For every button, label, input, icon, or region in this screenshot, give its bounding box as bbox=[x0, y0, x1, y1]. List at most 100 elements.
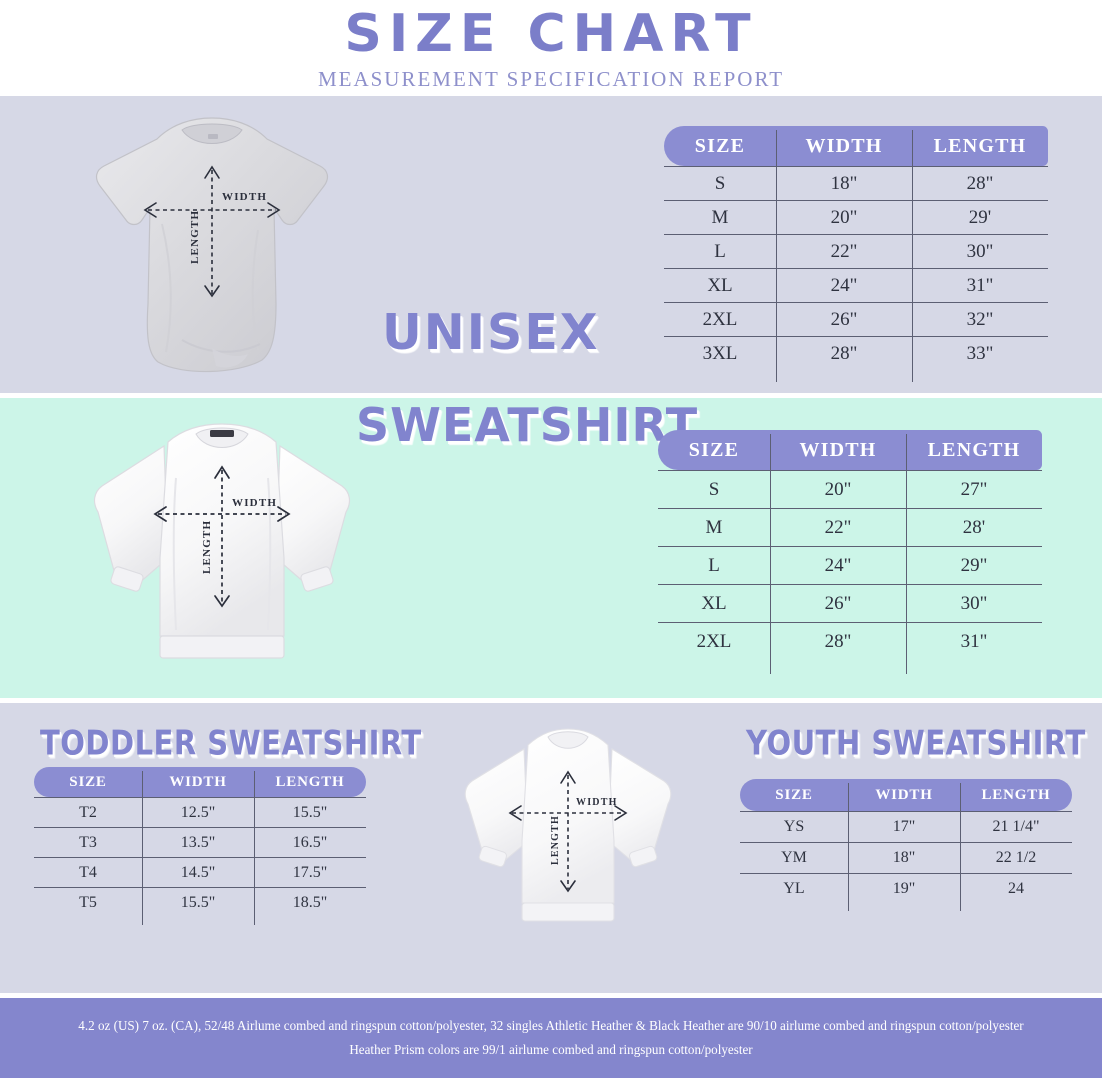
kids-sweatshirt-illustration: WIDTH LENGTH bbox=[448, 717, 688, 947]
table-header-row: SIZE WIDTH LENGTH bbox=[34, 767, 366, 797]
cell-size: T4 bbox=[79, 863, 97, 881]
page-header: SIZE CHART MEASUREMENT SPECIFICATION REP… bbox=[0, 0, 1102, 96]
cell-size: 2XL bbox=[702, 308, 738, 330]
cell-width: 20" bbox=[824, 478, 852, 500]
tshirt-illustration: WIDTH LENGTH bbox=[62, 104, 362, 384]
footer-disclaimer: 4.2 oz (US) 7 oz. (CA), 52/48 Airlume co… bbox=[0, 998, 1102, 1078]
cell-size: YS bbox=[783, 818, 805, 835]
cell-length: 24 bbox=[1008, 880, 1024, 897]
cell-length: 28' bbox=[962, 516, 986, 538]
sweatshirt-illustration: WIDTH LENGTH bbox=[72, 408, 372, 688]
cell-width: 22" bbox=[830, 240, 858, 262]
cell-size: XL bbox=[701, 592, 727, 614]
cell-width: 24" bbox=[824, 554, 852, 576]
column-header-width: WIDTH bbox=[805, 134, 883, 157]
table-header-row: SIZE WIDTH LENGTH bbox=[740, 779, 1072, 811]
column-header-width: WIDTH bbox=[169, 773, 227, 790]
sweatshirt-width-label: WIDTH bbox=[232, 497, 277, 509]
tshirt-width-label: WIDTH bbox=[222, 191, 267, 203]
cell-length: 31" bbox=[960, 630, 988, 652]
cell-length: 16.5" bbox=[292, 833, 328, 851]
cell-length: 27" bbox=[960, 478, 988, 500]
column-header-size: SIZE bbox=[694, 134, 746, 157]
section-sweatshirt: WIDTH LENGTH SWEATSHIRT SIZE WIDTH LENGT… bbox=[0, 398, 1102, 698]
band-divider bbox=[0, 393, 1102, 398]
band-divider bbox=[0, 993, 1102, 998]
section-title-unisex: UNISEX bbox=[382, 304, 600, 361]
column-header-width: WIDTH bbox=[875, 786, 933, 803]
section-unisex: WIDTH LENGTH UNISEX SIZE WIDTH LENGTH S … bbox=[0, 96, 1102, 393]
table-row: YM 18" 22 1/2 bbox=[740, 842, 1072, 873]
tshirt-length-label: LENGTH bbox=[189, 210, 201, 264]
table-row: T5 15.5" 18.5" bbox=[34, 887, 366, 917]
band-divider bbox=[0, 698, 1102, 703]
table-row: XL 26" 30" bbox=[658, 584, 1042, 622]
table-row: M 22" 28' bbox=[658, 508, 1042, 546]
cell-size: M bbox=[711, 206, 729, 228]
cell-size: T5 bbox=[79, 893, 97, 911]
table-header-row: SIZE WIDTH LENGTH bbox=[664, 126, 1048, 166]
cell-length: 32" bbox=[966, 308, 994, 330]
cell-length: 33" bbox=[966, 342, 994, 364]
table-row: M 20" 29' bbox=[664, 200, 1048, 234]
kids-width-label: WIDTH bbox=[576, 797, 618, 808]
page-subtitle: MEASUREMENT SPECIFICATION REPORT bbox=[317, 67, 785, 91]
cell-width: 13.5" bbox=[180, 833, 216, 851]
table-row: T3 13.5" 16.5" bbox=[34, 827, 366, 857]
column-header-size: SIZE bbox=[688, 438, 740, 461]
cell-size: S bbox=[708, 478, 720, 500]
table-unisex: SIZE WIDTH LENGTH S 18" 28" M 20" 29' L … bbox=[664, 126, 1048, 382]
cell-width: 22" bbox=[824, 516, 852, 538]
cell-size: S bbox=[714, 172, 726, 194]
table-row: 2XL 28" 31" bbox=[658, 622, 1042, 660]
footer-text: 4.2 oz (US) 7 oz. (CA), 52/48 Airlume co… bbox=[78, 1018, 1024, 1057]
cell-width: 12.5" bbox=[180, 803, 216, 821]
table-header-row: SIZE WIDTH LENGTH bbox=[658, 430, 1042, 470]
cell-width: 14.5" bbox=[180, 863, 216, 881]
table-youth: SIZE WIDTH LENGTH YS 17" 21 1/4" YM 18" … bbox=[740, 779, 1072, 911]
cell-width: 15.5" bbox=[180, 893, 216, 911]
cell-width: 19" bbox=[892, 880, 916, 897]
cell-width: 18" bbox=[892, 849, 916, 866]
cell-size: T3 bbox=[79, 833, 97, 851]
table-row: L 24" 29" bbox=[658, 546, 1042, 584]
table-row: L 22" 30" bbox=[664, 234, 1048, 268]
table-row: XL 24" 31" bbox=[664, 268, 1048, 302]
table-sweatshirt: SIZE WIDTH LENGTH S 20" 27" M 22" 28' L … bbox=[658, 430, 1042, 674]
cell-length: 28" bbox=[966, 172, 994, 194]
cell-length: 22 1/2 bbox=[995, 849, 1037, 866]
cell-width: 26" bbox=[824, 592, 852, 614]
cell-length: 18.5" bbox=[292, 893, 328, 911]
section-kids: TODDLER SWEATSHIRT SIZE WIDTH LENGTH T2 … bbox=[0, 703, 1102, 993]
column-header-width: WIDTH bbox=[799, 438, 877, 461]
cell-length: 21 1/4" bbox=[992, 818, 1040, 835]
column-header-size: SIZE bbox=[69, 773, 107, 790]
table-row: YL 19" 24 bbox=[740, 873, 1072, 904]
cell-width: 26" bbox=[830, 308, 858, 330]
cell-size: L bbox=[714, 240, 726, 262]
column-header-length: LENGTH bbox=[933, 134, 1027, 157]
section-title-toddler: TODDLER SWEATSHIRT bbox=[40, 722, 422, 763]
cell-length: 15.5" bbox=[292, 803, 328, 821]
cell-width: 28" bbox=[824, 630, 852, 652]
cell-width: 20" bbox=[830, 206, 858, 228]
cell-width: 18" bbox=[830, 172, 858, 194]
cell-length: 17.5" bbox=[292, 863, 328, 881]
cell-size: L bbox=[708, 554, 720, 576]
cell-size: YL bbox=[783, 880, 805, 897]
cell-length: 29" bbox=[960, 554, 988, 576]
column-header-length: LENGTH bbox=[981, 786, 1051, 803]
cell-size: XL bbox=[707, 274, 733, 296]
cell-width: 24" bbox=[830, 274, 858, 296]
section-title-sweatshirt: SWEATSHIRT bbox=[356, 398, 699, 452]
cell-size: 3XL bbox=[702, 342, 738, 364]
table-row: S 18" 28" bbox=[664, 166, 1048, 200]
table-row: 3XL 28" 33" bbox=[664, 336, 1048, 370]
table-row: 2XL 26" 32" bbox=[664, 302, 1048, 336]
column-header-size: SIZE bbox=[775, 786, 813, 803]
kids-length-label: LENGTH bbox=[550, 815, 561, 865]
column-header-length: LENGTH bbox=[927, 438, 1021, 461]
table-toddler: SIZE WIDTH LENGTH T2 12.5" 15.5" T3 13.5… bbox=[34, 767, 366, 925]
cell-length: 30" bbox=[960, 592, 988, 614]
cell-length: 29' bbox=[968, 206, 992, 228]
